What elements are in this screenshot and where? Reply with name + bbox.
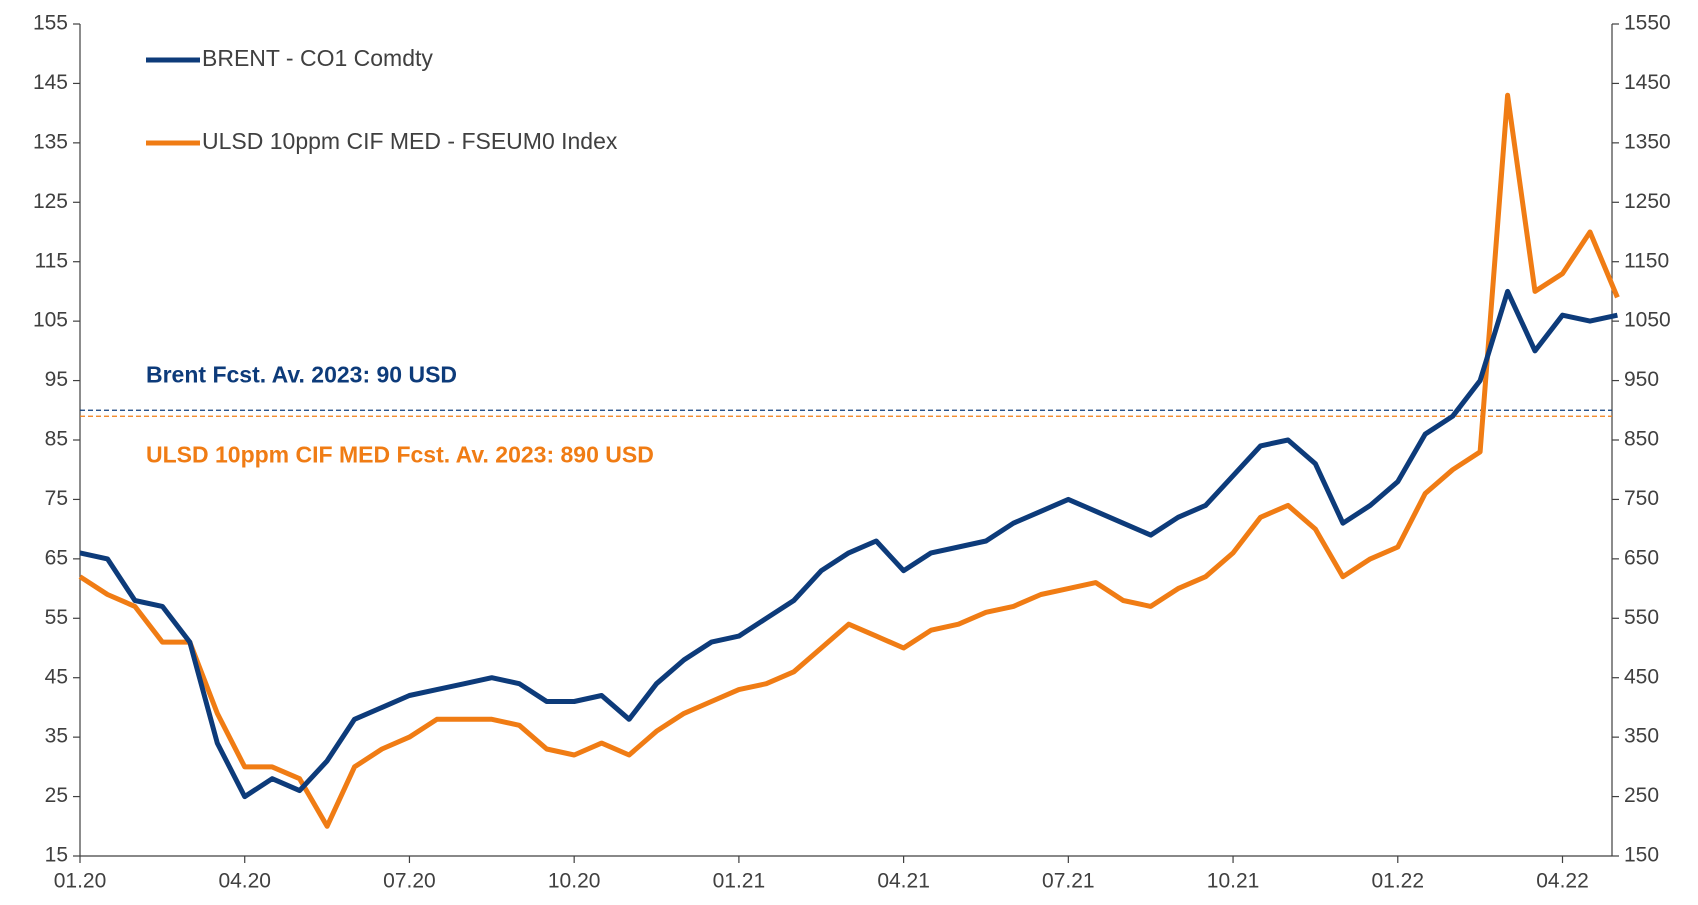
y2-tick-label: 350 — [1624, 725, 1659, 748]
y-tick-label: 75 — [45, 487, 68, 510]
y-tick-label: 105 — [33, 309, 68, 332]
x-tick-label: 01.20 — [54, 870, 107, 893]
y2-tick-label: 1250 — [1624, 190, 1671, 213]
y2-tick-label: 250 — [1624, 784, 1659, 807]
reference-label: ULSD 10ppm CIF MED Fcst. Av. 2023: 890 U… — [146, 441, 654, 467]
y2-tick-label: 950 — [1624, 368, 1659, 391]
x-tick-label: 01.22 — [1371, 870, 1424, 893]
y2-tick-label: 650 — [1624, 546, 1659, 569]
y2-tick-label: 450 — [1624, 665, 1659, 688]
y-tick-label: 115 — [35, 249, 68, 272]
reference-label: Brent Fcst. Av. 2023: 90 USD — [146, 361, 457, 387]
y2-tick-label: 850 — [1624, 428, 1659, 451]
y2-tick-label: 1450 — [1624, 71, 1671, 94]
y-tick-label: 15 — [45, 844, 68, 867]
x-tick-label: 04.20 — [218, 870, 271, 893]
y-tick-label: 35 — [45, 725, 68, 748]
legend-label: BRENT - CO1 Comdty — [202, 45, 433, 71]
x-tick-label: 01.21 — [713, 870, 766, 893]
y-tick-label: 125 — [33, 190, 68, 213]
y2-tick-label: 1150 — [1624, 249, 1669, 272]
y-tick-label: 135 — [33, 130, 68, 153]
y-tick-label: 85 — [45, 428, 68, 451]
x-tick-label: 07.21 — [1042, 870, 1095, 893]
y-tick-label: 45 — [45, 665, 68, 688]
x-tick-label: 04.21 — [877, 870, 930, 893]
series-line — [78, 92, 1620, 829]
y-tick-label: 145 — [33, 71, 68, 94]
y-tick-label: 155 — [33, 12, 68, 35]
x-tick-label: 10.20 — [548, 870, 601, 893]
y2-tick-label: 550 — [1624, 606, 1659, 629]
y2-tick-label: 1050 — [1624, 309, 1671, 332]
y-tick-label: 55 — [45, 606, 68, 629]
x-tick-label: 10.21 — [1207, 870, 1260, 893]
series-line — [79, 288, 1618, 800]
y-tick-label: 65 — [45, 546, 68, 569]
y-tick-label: 95 — [45, 368, 68, 391]
legend-label: ULSD 10ppm CIF MED - FSEUM0 Index — [202, 128, 618, 154]
y2-tick-label: 750 — [1624, 487, 1659, 510]
y-tick-label: 25 — [45, 784, 68, 807]
x-tick-label: 07.20 — [383, 870, 436, 893]
y2-tick-label: 1550 — [1624, 12, 1671, 35]
y2-tick-label: 150 — [1624, 844, 1659, 867]
x-tick-label: 04.22 — [1536, 870, 1589, 893]
y2-tick-label: 1350 — [1624, 130, 1671, 153]
